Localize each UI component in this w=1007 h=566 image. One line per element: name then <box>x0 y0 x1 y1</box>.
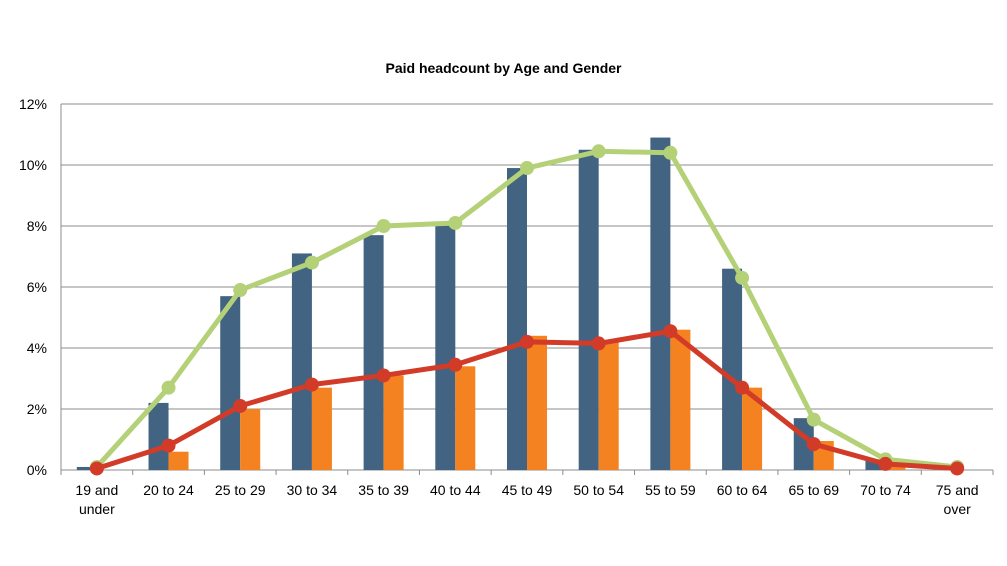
x-tick-label: over <box>944 501 972 517</box>
x-tick-label: 30 to 34 <box>287 482 338 498</box>
x-tick-label: 25 to 29 <box>215 482 266 498</box>
bar-series-1 <box>650 137 671 471</box>
x-tick-label: 40 to 44 <box>430 482 481 498</box>
x-tick-label: 70 to 74 <box>860 482 911 498</box>
bar-series-1 <box>435 226 456 470</box>
x-tick-label: 55 to 59 <box>645 482 696 498</box>
line-series-2-point <box>591 336 606 351</box>
line-series-2-point <box>161 438 176 453</box>
line-series-1-point <box>806 412 821 427</box>
x-tick-label: 65 to 69 <box>788 482 839 498</box>
y-tick-label: 8% <box>27 218 47 234</box>
line-series-2-point <box>735 380 750 395</box>
line-series-1-point <box>448 215 463 230</box>
bar-series-1 <box>578 149 599 470</box>
x-tick-label: 35 to 39 <box>358 482 409 498</box>
bar-series-2 <box>670 329 691 470</box>
line-series-2-point <box>806 437 821 452</box>
bar-series-1 <box>291 253 312 470</box>
bar-series-1 <box>76 466 97 470</box>
line-series-2-point <box>304 377 319 392</box>
line-series-1-point <box>520 161 534 176</box>
bar-series-2 <box>311 387 332 470</box>
line-series-2-point <box>878 456 893 471</box>
line-series-2-point <box>950 461 965 476</box>
line-series-2-point <box>89 461 104 476</box>
bar-series-2 <box>383 375 404 470</box>
x-tick-label: 50 to 54 <box>573 482 624 498</box>
chart-title: Paid headcount by Age and Gender <box>385 60 622 76</box>
x-tick-label: 19 and <box>75 482 118 498</box>
bar-series-2 <box>455 366 476 470</box>
bar-series-1 <box>865 460 886 470</box>
x-tick-label: 20 to 24 <box>143 482 194 498</box>
x-tick-label: 60 to 64 <box>717 482 768 498</box>
line-series-2-point <box>233 398 248 413</box>
line-series-1-point <box>233 283 248 298</box>
line-series-1-point <box>376 219 391 233</box>
bar-series-2 <box>527 335 547 470</box>
y-tick-label: 4% <box>27 340 47 356</box>
y-tick-label: 0% <box>27 462 47 478</box>
line-series-1-point <box>591 144 606 159</box>
bar-series-1 <box>722 268 743 470</box>
x-tick-label: 75 and <box>936 482 979 498</box>
line-series-2-point <box>663 324 678 339</box>
bar-series-2 <box>240 409 261 470</box>
line-series-1-point <box>663 145 678 160</box>
line-series-1-point <box>304 255 319 270</box>
line-series-1-point <box>735 270 750 285</box>
y-tick-label: 6% <box>27 279 47 295</box>
bar-series-2 <box>742 387 763 470</box>
line-series-2-point <box>448 357 463 372</box>
x-tick-label: under <box>79 501 115 517</box>
bar-series-1 <box>507 168 527 471</box>
y-tick-label: 10% <box>19 157 47 173</box>
line-series-2-point <box>520 334 534 349</box>
bar-series-1 <box>220 296 241 470</box>
bar-series-2 <box>598 341 619 470</box>
y-tick-label: 2% <box>27 401 47 417</box>
line-series-2-point <box>376 368 391 383</box>
x-tick-label: 45 to 49 <box>502 482 553 498</box>
y-tick-label: 12% <box>19 96 47 112</box>
bar-series-1 <box>148 402 169 470</box>
line-series-1-point <box>161 380 176 395</box>
bar-series-1 <box>363 235 384 470</box>
bar-series-2 <box>168 451 189 470</box>
